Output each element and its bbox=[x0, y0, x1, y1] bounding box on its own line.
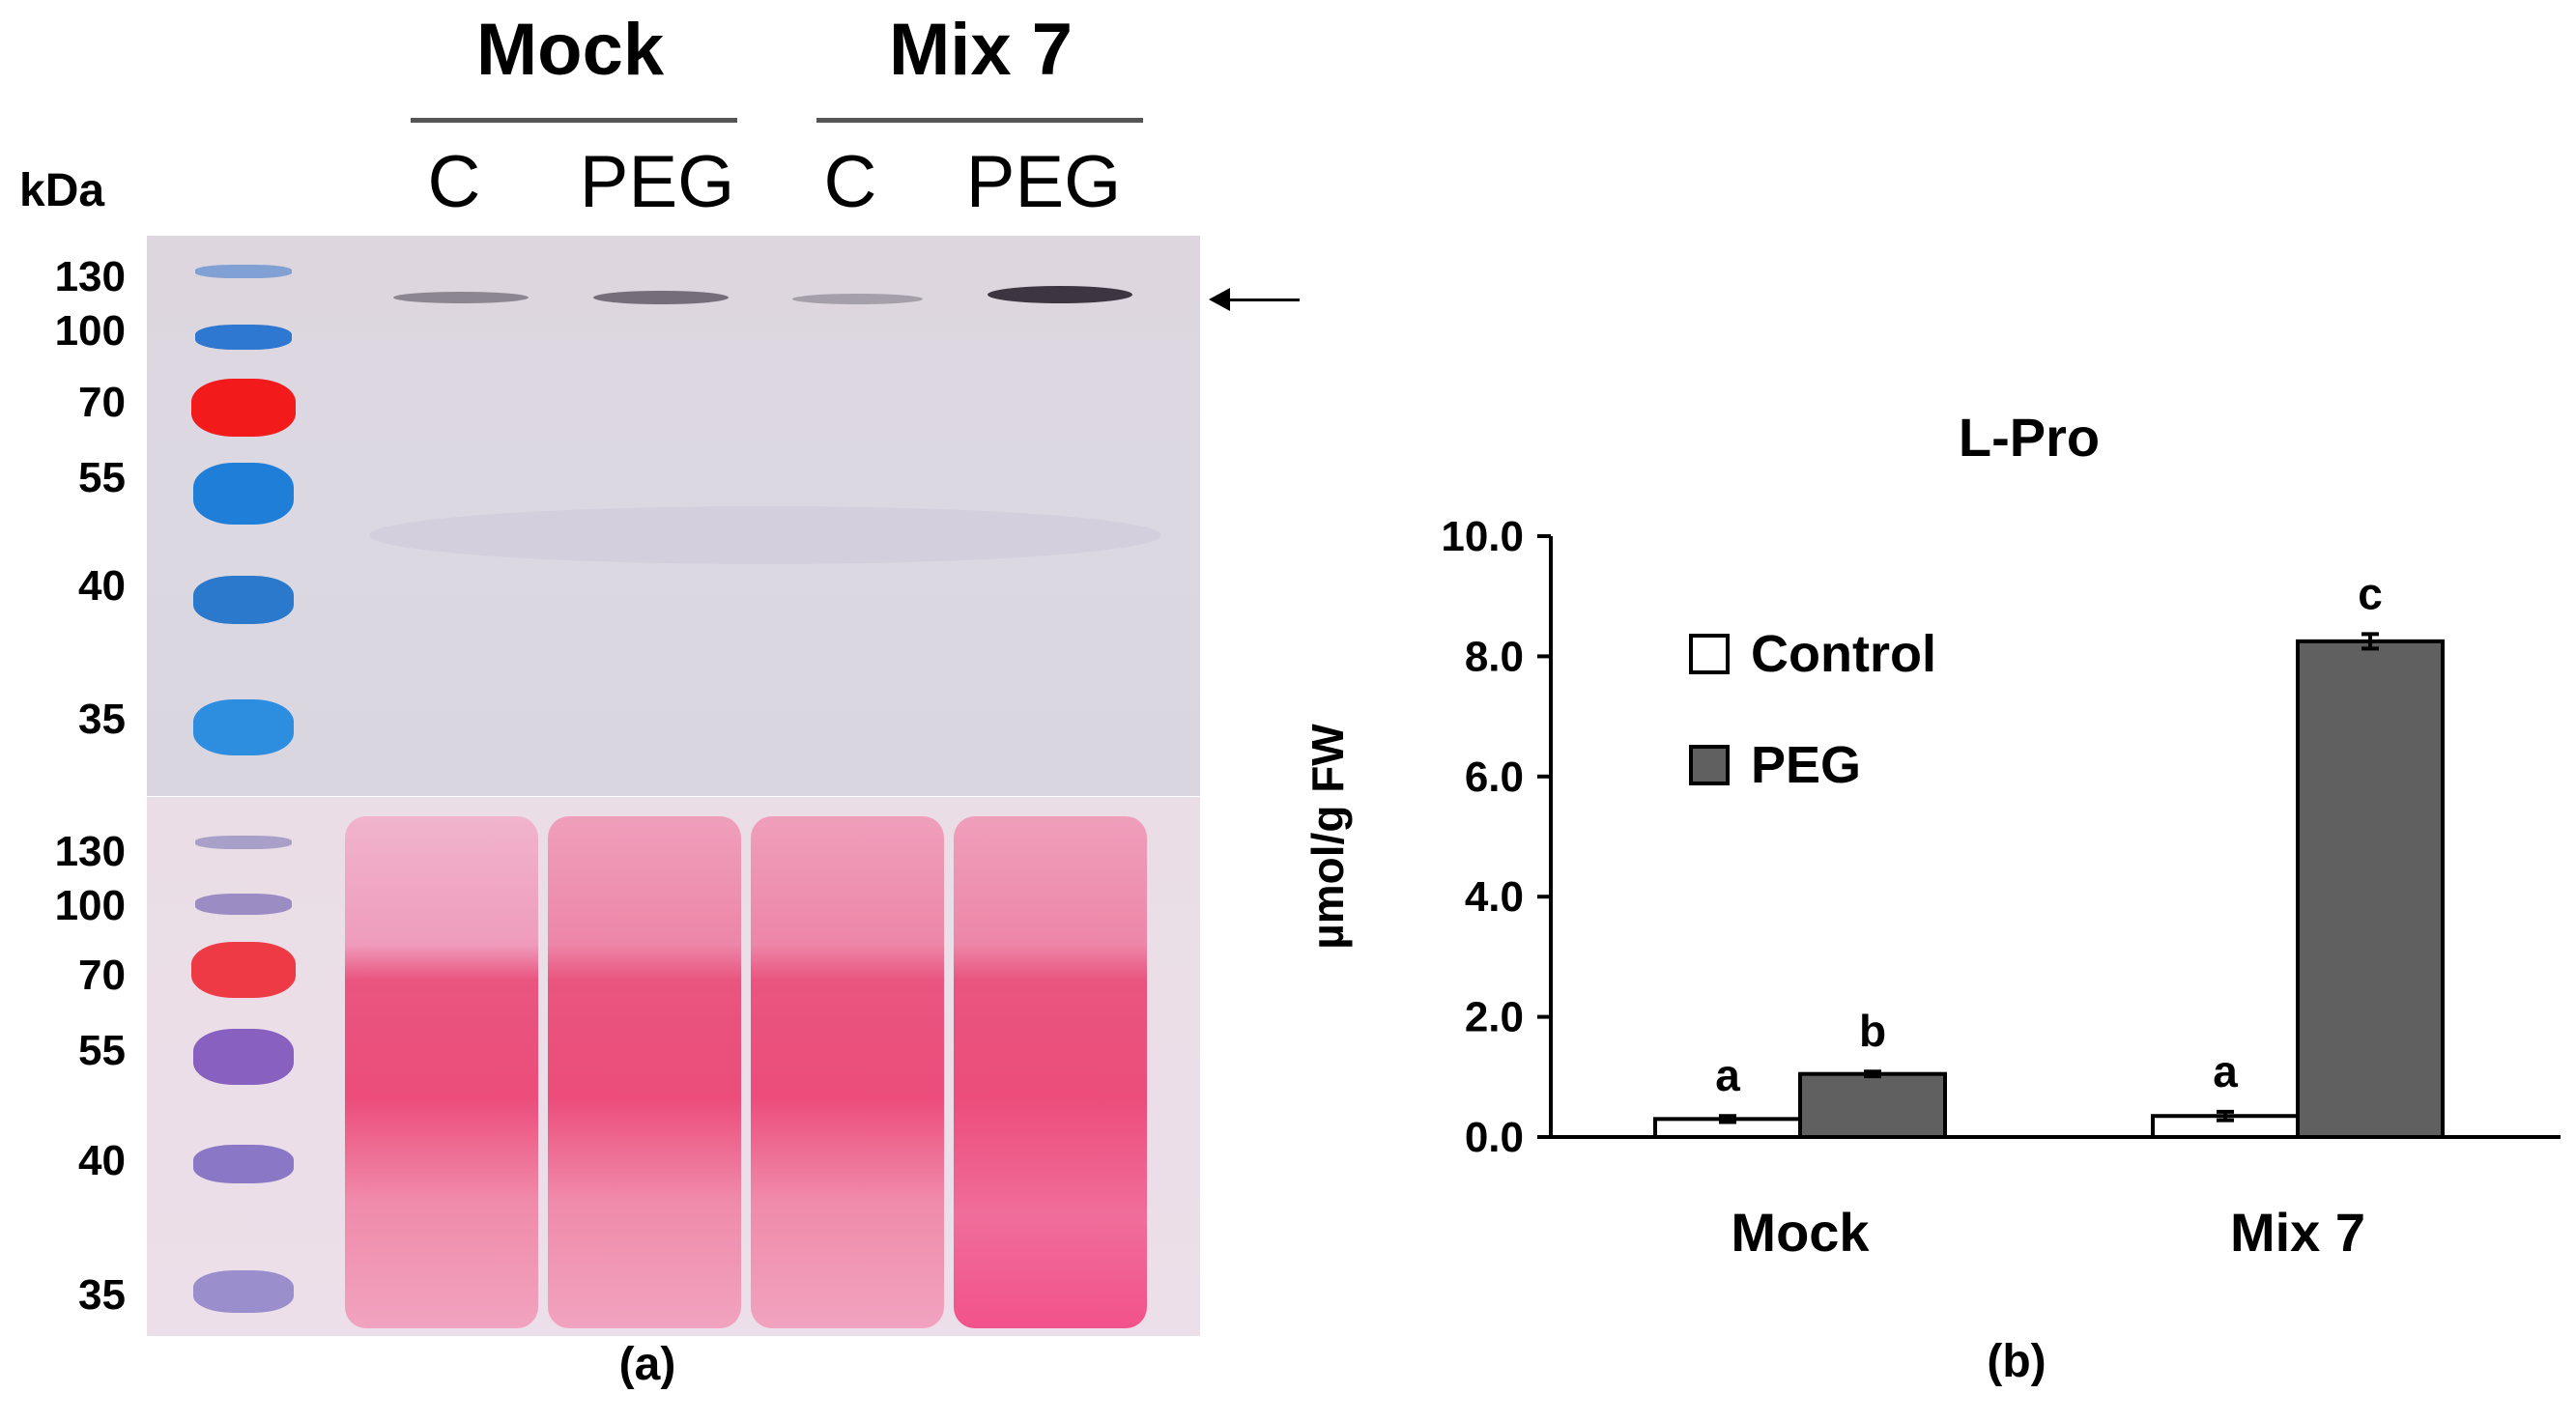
western-blot-membrane bbox=[147, 236, 1200, 796]
significance-letter: c bbox=[2358, 568, 2383, 618]
ponceau-marker-100: 100 bbox=[54, 882, 126, 929]
significance-letter: b bbox=[1859, 1006, 1886, 1056]
ponceau-marker-70: 70 bbox=[78, 952, 126, 999]
target-band-mock-c bbox=[393, 292, 529, 303]
ponceau-lane-mix7-peg bbox=[954, 816, 1147, 1328]
ponceau-marker-35: 35 bbox=[78, 1271, 126, 1319]
significance-letter: a bbox=[1715, 1050, 1740, 1100]
bar-peg-1 bbox=[2296, 639, 2445, 1140]
blot-background-smear bbox=[369, 506, 1161, 564]
lane-label-mix7-peg: PEG bbox=[965, 141, 1122, 223]
panel-b-caption: (b) bbox=[1987, 1336, 2046, 1387]
target-band-mock-peg bbox=[593, 291, 729, 304]
ladder-band-40 bbox=[193, 576, 294, 624]
chart-title: L-Pro bbox=[1959, 407, 2100, 468]
panel-a-caption: (a) bbox=[618, 1339, 676, 1390]
legend-swatch-control bbox=[1689, 634, 1730, 674]
y-tick-label: 6.0 bbox=[1465, 754, 1524, 801]
western-marker-55: 55 bbox=[78, 454, 126, 501]
legend-swatch-peg bbox=[1689, 745, 1730, 785]
group-underline-mock bbox=[411, 118, 737, 123]
y-tick-label: 0.0 bbox=[1465, 1114, 1524, 1161]
ladder-band-70 bbox=[191, 379, 296, 437]
lane-label-mix7-c: C bbox=[823, 141, 877, 223]
y-axis-label: µmol/g FW bbox=[1302, 724, 1353, 950]
y-tick-label: 2.0 bbox=[1465, 994, 1524, 1041]
chart-panel-b: L-Pro µmol/g FW 0.0 2.0 4.0 6.0 8.0 10.0 a b Mock a… bbox=[1302, 407, 2561, 1387]
ladder-band-55 bbox=[193, 463, 294, 525]
ponceau-marker-40: 40 bbox=[78, 1137, 126, 1184]
kda-label: kDa bbox=[19, 165, 105, 216]
y-tick-label: 4.0 bbox=[1465, 873, 1524, 921]
ladder-band-100 bbox=[195, 325, 292, 350]
x-category-label: Mock bbox=[1731, 1202, 1870, 1263]
western-marker-35: 35 bbox=[78, 696, 126, 743]
ponceau-marker-55: 55 bbox=[78, 1027, 126, 1074]
western-marker-70: 70 bbox=[78, 379, 126, 426]
legend-label-peg: PEG bbox=[1751, 736, 1861, 794]
arrow-shaft bbox=[1217, 299, 1300, 301]
x-category-label: Mix 7 bbox=[2230, 1202, 2365, 1263]
western-marker-100: 100 bbox=[54, 307, 126, 355]
bar-peg-0 bbox=[1798, 1071, 1947, 1139]
lane-label-mock-peg: PEG bbox=[579, 141, 735, 223]
ponceau-marker-130: 130 bbox=[54, 828, 126, 875]
ponceau-lane-mock-c bbox=[345, 816, 538, 1328]
ponceau-ladder-130 bbox=[195, 836, 292, 849]
ladder-band-35 bbox=[193, 699, 294, 755]
y-tick-label: 10.0 bbox=[1441, 513, 1524, 560]
lane-label-mock-c: C bbox=[427, 141, 481, 223]
ponceau-ladder-40 bbox=[193, 1145, 294, 1183]
ponceau-lane-mock-peg bbox=[548, 816, 741, 1328]
group-underline-mix7 bbox=[816, 118, 1143, 123]
ponceau-lane-mix7-c bbox=[751, 816, 944, 1328]
ponceau-ladder-55 bbox=[193, 1029, 294, 1085]
legend-label-control: Control bbox=[1751, 625, 1936, 683]
ponceau-membrane bbox=[147, 797, 1200, 1336]
significance-letter: a bbox=[2213, 1046, 2238, 1096]
western-marker-130: 130 bbox=[54, 253, 126, 300]
y-tick-label: 8.0 bbox=[1465, 633, 1524, 680]
ponceau-ladder-70 bbox=[191, 942, 296, 998]
western-marker-40: 40 bbox=[78, 562, 126, 610]
group-label-mix7: Mix 7 bbox=[888, 9, 1073, 91]
arrow-head bbox=[1209, 288, 1230, 311]
group-label-mock: Mock bbox=[475, 9, 665, 91]
target-band-mix7-peg bbox=[987, 286, 1132, 303]
ponceau-ladder-100 bbox=[195, 894, 292, 915]
ponceau-ladder-35 bbox=[193, 1270, 294, 1313]
ladder-band-130 bbox=[195, 265, 292, 278]
target-band-mix7-c bbox=[792, 294, 923, 304]
